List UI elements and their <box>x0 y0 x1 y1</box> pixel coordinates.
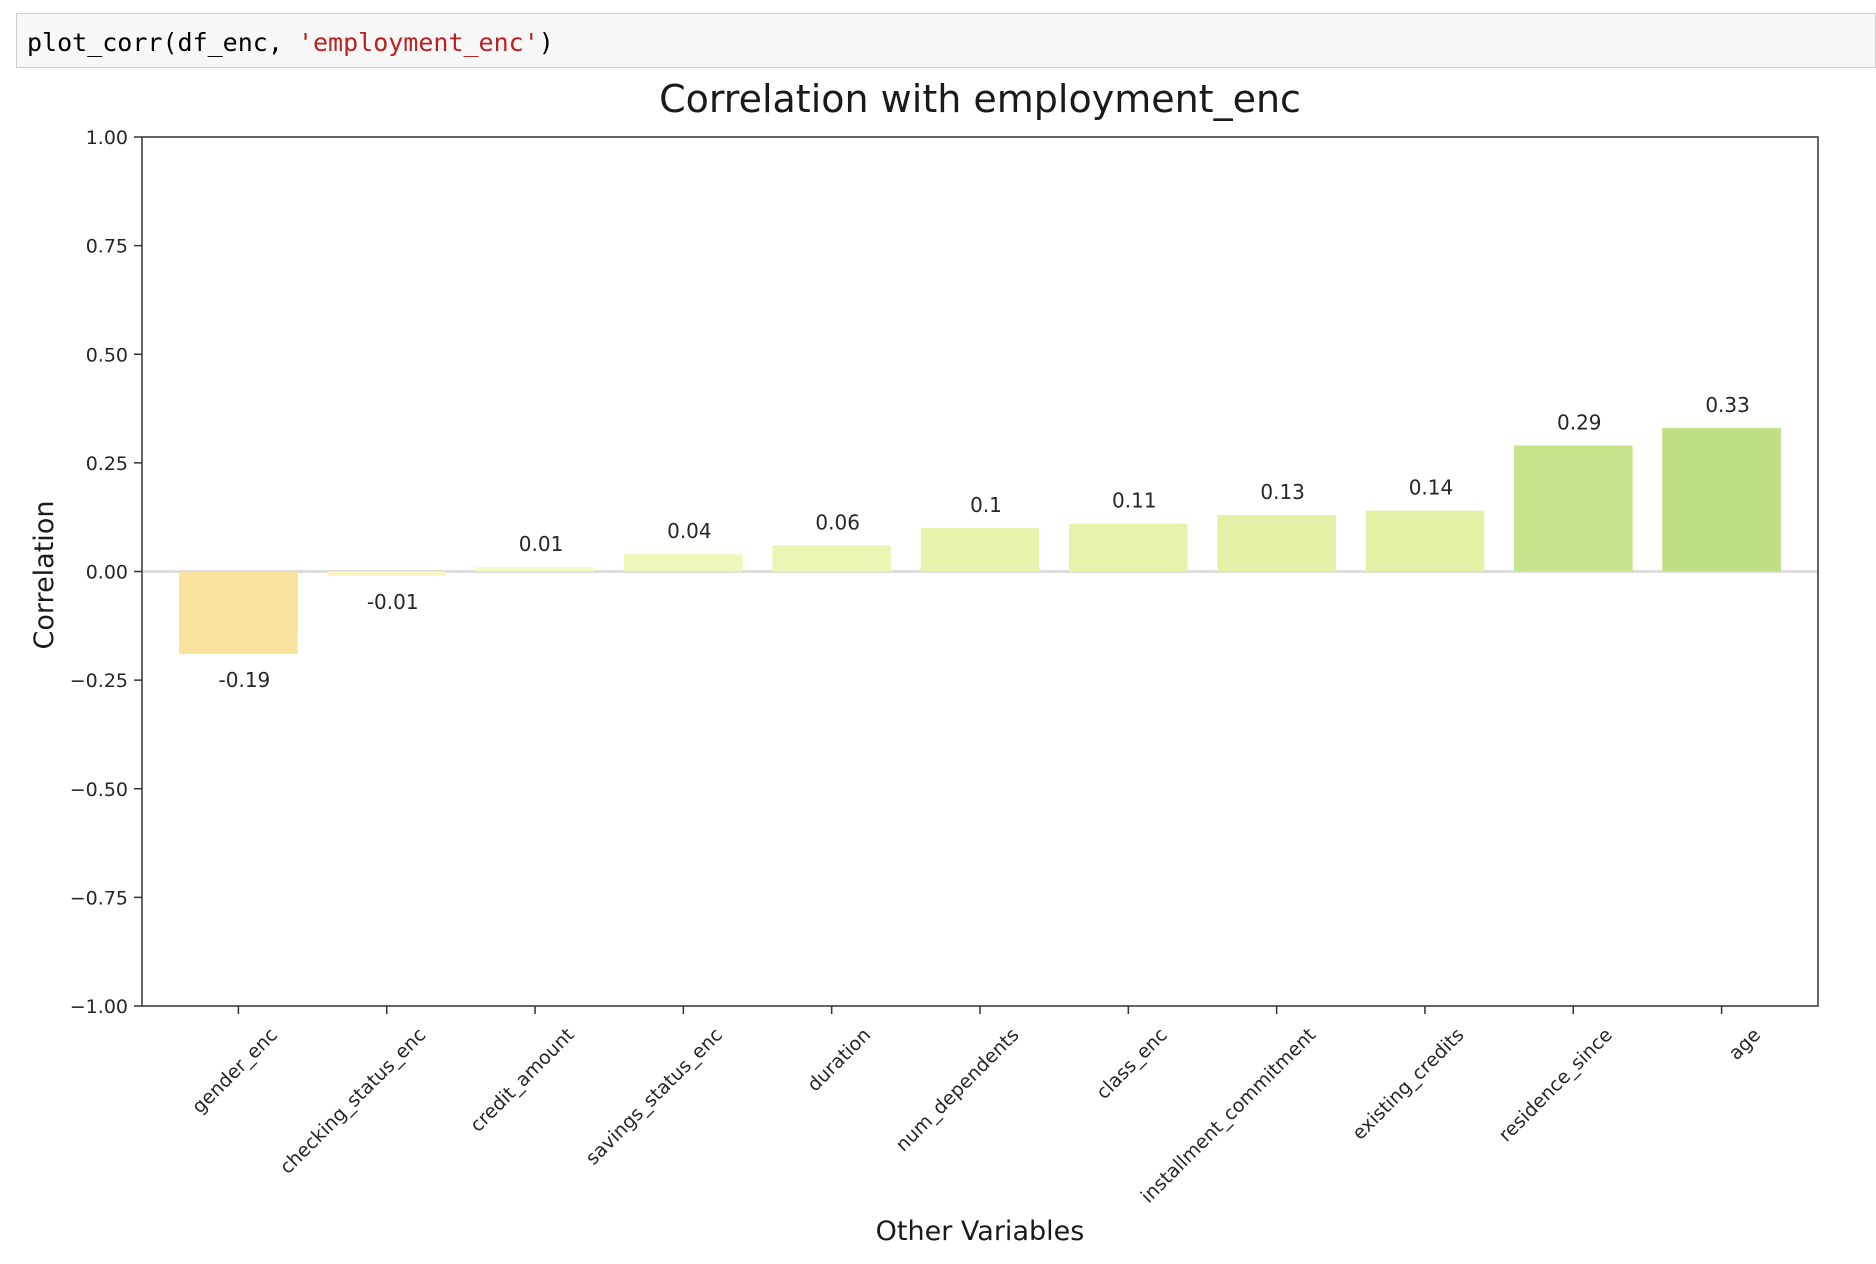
y-tick-label: −0.25 <box>70 670 128 692</box>
x-tick-label: num_dependents <box>891 1024 1023 1156</box>
bar <box>1365 510 1485 572</box>
data-label: 0.04 <box>667 519 712 543</box>
x-tick-label: class_enc <box>1092 1024 1172 1104</box>
bar <box>475 567 595 572</box>
chart-title: Correlation with employment_enc <box>659 77 1301 121</box>
y-tick-label: −1.00 <box>70 996 128 1018</box>
code-cell[interactable]: plot_corr(df_enc, 'employment_enc') <box>16 13 1876 68</box>
correlation-bar-chart: Correlation with employment_enc Correlat… <box>29 77 1819 1247</box>
x-tick-label: duration <box>803 1024 875 1096</box>
bar <box>624 554 743 572</box>
code-string-arg: 'employment_enc' <box>297 28 539 57</box>
bar <box>179 571 298 655</box>
y-tick-label: −0.75 <box>70 887 128 909</box>
x-tick-label: gender_enc <box>188 1024 282 1118</box>
bar <box>1217 515 1336 572</box>
x-tick-label: savings_status_enc <box>581 1024 726 1169</box>
x-tick-label: checking_status_enc <box>276 1024 431 1179</box>
data-label: 0.14 <box>1409 476 1454 500</box>
data-label: 0.01 <box>519 532 564 556</box>
y-tick-label: 0.50 <box>86 344 128 366</box>
bar <box>1068 523 1188 572</box>
x-tick-label: residence_since <box>1494 1024 1616 1146</box>
x-axis-label: Other Variables <box>876 1216 1085 1247</box>
data-label: -0.01 <box>367 590 419 614</box>
y-tick-label: 0.75 <box>86 236 128 258</box>
code-suffix: ) <box>538 28 554 57</box>
y-tick-label: 1.00 <box>86 127 128 149</box>
x-tick-label: credit_amount <box>466 1024 579 1137</box>
bar <box>772 545 892 572</box>
y-tick-label: −0.50 <box>70 779 128 801</box>
bar <box>327 571 447 576</box>
code-line: plot_corr(df_enc, 'employment_enc') <box>27 28 554 57</box>
bar <box>1513 445 1633 572</box>
y-tick-label: 0.25 <box>86 453 128 475</box>
data-label: 0.33 <box>1705 393 1750 417</box>
plot-area: -0.19 gender_enc -0.01 checking_status_enc 0… <box>70 127 1819 1208</box>
data-label: 0.06 <box>815 510 860 534</box>
data-label: -0.19 <box>219 668 271 692</box>
data-label: 0.29 <box>1557 410 1602 434</box>
y-tick-label: 0.00 <box>86 562 128 584</box>
x-tick-label: installment_commitment <box>1137 1024 1321 1208</box>
data-label: 0.11 <box>1112 489 1157 513</box>
bar <box>920 528 1040 572</box>
code-prefix: plot_corr(df_enc, <box>27 28 298 57</box>
data-label: 0.13 <box>1260 480 1305 504</box>
y-axis-label: Correlation <box>29 501 60 650</box>
bar <box>1662 428 1781 572</box>
x-tick-label: existing_credits <box>1348 1024 1468 1144</box>
axes-frame <box>141 136 1819 1007</box>
x-tick-label: age <box>1725 1024 1766 1065</box>
data-label: 0.1 <box>970 493 1002 517</box>
